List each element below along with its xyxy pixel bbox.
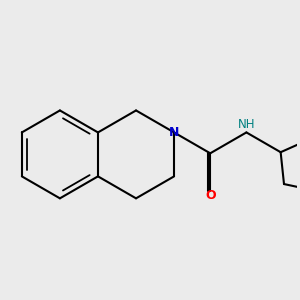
Text: N: N xyxy=(169,126,179,139)
Text: O: O xyxy=(205,189,216,203)
Text: NH: NH xyxy=(238,118,255,131)
